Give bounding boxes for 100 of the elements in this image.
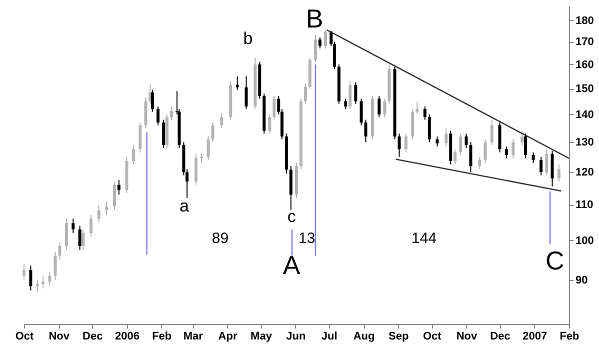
candlestick bbox=[324, 29, 328, 49]
x-tick-label: Oct bbox=[15, 330, 34, 342]
candlestick bbox=[156, 106, 160, 126]
candlestick bbox=[490, 119, 494, 146]
x-tick-label: Nov bbox=[456, 330, 478, 342]
annotation: b bbox=[243, 28, 253, 48]
y-tick-label: 140 bbox=[576, 108, 594, 121]
candlestick bbox=[512, 138, 515, 159]
candlestick bbox=[318, 36, 322, 49]
candlestick bbox=[545, 148, 548, 176]
x-tick-label: May bbox=[250, 330, 273, 342]
candlestick bbox=[504, 146, 508, 159]
candlestick bbox=[454, 148, 457, 165]
y-tick-label: 160 bbox=[576, 58, 594, 71]
candlestick bbox=[304, 83, 307, 104]
candlestick bbox=[150, 89, 154, 112]
candlestick bbox=[498, 122, 502, 153]
candlestick bbox=[314, 34, 317, 63]
candlestick bbox=[423, 106, 426, 120]
y-tick-label: 150 bbox=[576, 83, 594, 96]
y-tick-label: 90 bbox=[576, 274, 588, 286]
x-tick-label: 2006 bbox=[115, 330, 140, 342]
y-tick-label: 100 bbox=[576, 234, 594, 247]
annotation: 89 bbox=[212, 230, 229, 248]
candlestick bbox=[360, 98, 363, 126]
y-tick-label: 180 bbox=[576, 14, 594, 27]
y-tick-label: 130 bbox=[576, 136, 594, 149]
x-tick-label: Mar bbox=[183, 330, 204, 342]
candlestick bbox=[524, 133, 527, 159]
x-tick-label: Apr bbox=[218, 330, 238, 342]
candlestick bbox=[138, 122, 142, 153]
candlestick bbox=[64, 218, 68, 250]
candlestick bbox=[112, 181, 116, 210]
x-tick-label: Jun bbox=[286, 330, 306, 342]
candlestick bbox=[344, 98, 348, 110]
annotation: 144 bbox=[412, 230, 437, 248]
candlestick bbox=[268, 114, 272, 134]
x-tick-label: Oct bbox=[422, 330, 442, 342]
candlestick bbox=[416, 100, 419, 115]
candlestick bbox=[72, 218, 75, 234]
candlestick bbox=[206, 136, 210, 160]
candlestick bbox=[236, 76, 239, 90]
candlestick bbox=[364, 119, 368, 143]
candlestick bbox=[484, 138, 487, 164]
candlestick bbox=[520, 130, 524, 146]
x-tick-label: Aug bbox=[353, 330, 375, 342]
candlestick bbox=[144, 96, 148, 129]
candlestick bbox=[464, 133, 468, 148]
annotation: a bbox=[179, 196, 190, 216]
candlestick bbox=[404, 133, 408, 153]
y-tick-label: 170 bbox=[576, 36, 594, 48]
candlestick bbox=[117, 180, 120, 196]
x-tick-label: Dec bbox=[490, 330, 510, 342]
y-tick-label: 110 bbox=[576, 199, 594, 212]
candlestick bbox=[132, 144, 135, 165]
candlestick bbox=[211, 122, 214, 143]
candlestick bbox=[478, 156, 482, 170]
candlestick bbox=[428, 114, 431, 143]
annotation: A bbox=[282, 250, 301, 280]
candlestick bbox=[348, 80, 352, 110]
candlestick bbox=[97, 204, 100, 223]
x-tick-label: 2007 bbox=[522, 330, 548, 342]
candlestick bbox=[48, 271, 52, 287]
candlestick bbox=[78, 225, 82, 250]
x-tick-label: Sep bbox=[388, 330, 409, 342]
annotation: C bbox=[545, 245, 564, 276]
annotation: B bbox=[306, 3, 324, 34]
x-tick-label: Dec bbox=[82, 330, 103, 342]
candlestick bbox=[444, 128, 448, 148]
candlestick bbox=[532, 152, 535, 164]
candlestick bbox=[220, 112, 224, 129]
candlestick bbox=[459, 133, 462, 156]
candlestick bbox=[58, 242, 62, 260]
candlestick bbox=[383, 98, 386, 118]
x-tick-label: Jul bbox=[321, 330, 338, 342]
candlestick bbox=[557, 164, 560, 182]
candlestick bbox=[378, 96, 381, 118]
candlestick bbox=[170, 106, 173, 120]
candlestick bbox=[105, 200, 108, 216]
candlestick bbox=[469, 142, 472, 173]
candlestick bbox=[436, 136, 439, 148]
candlestick bbox=[90, 214, 93, 238]
candlestick bbox=[244, 76, 248, 110]
x-tick-label: Feb bbox=[152, 330, 172, 342]
annotation: 13 bbox=[298, 230, 316, 248]
candlestick bbox=[162, 119, 166, 148]
candlestick bbox=[82, 228, 85, 250]
candlestick bbox=[398, 133, 401, 158]
candlestick bbox=[54, 251, 57, 280]
candlestick bbox=[272, 96, 276, 120]
y-tick-label: 120 bbox=[576, 166, 594, 179]
x-tick-label: Feb bbox=[560, 330, 580, 342]
annotation: c bbox=[287, 207, 296, 226]
candlestick bbox=[194, 153, 198, 186]
candlestick bbox=[540, 156, 543, 176]
x-tick-label: Nov bbox=[48, 330, 70, 342]
candlestick bbox=[29, 265, 32, 291]
candlestick bbox=[22, 263, 26, 280]
candlestick bbox=[354, 82, 358, 104]
candlestick bbox=[36, 279, 39, 294]
